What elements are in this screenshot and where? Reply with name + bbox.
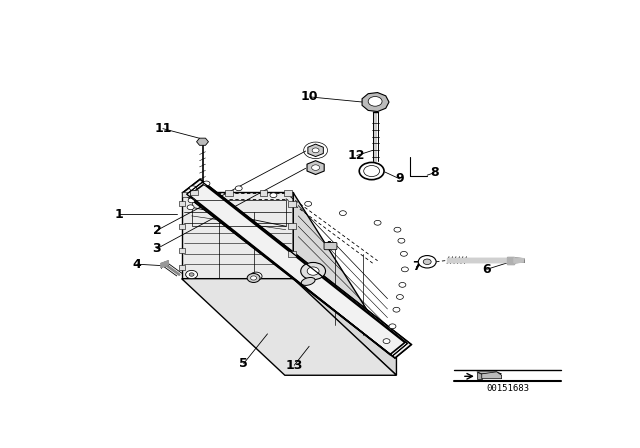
Polygon shape — [182, 193, 293, 279]
Circle shape — [423, 259, 431, 264]
FancyBboxPatch shape — [260, 190, 268, 195]
Circle shape — [307, 267, 319, 275]
Polygon shape — [182, 279, 396, 375]
Circle shape — [389, 324, 396, 329]
Text: 11: 11 — [154, 122, 172, 135]
FancyBboxPatch shape — [288, 224, 296, 229]
Circle shape — [339, 211, 346, 215]
Circle shape — [188, 198, 195, 203]
Text: 00151683: 00151683 — [486, 383, 529, 392]
Circle shape — [305, 202, 312, 206]
FancyBboxPatch shape — [182, 192, 189, 197]
Circle shape — [189, 186, 196, 191]
Circle shape — [398, 238, 405, 243]
Polygon shape — [477, 372, 502, 374]
Circle shape — [270, 193, 277, 198]
Circle shape — [419, 255, 436, 268]
FancyBboxPatch shape — [284, 190, 292, 195]
Circle shape — [312, 165, 319, 170]
Circle shape — [393, 307, 400, 312]
Circle shape — [401, 251, 408, 256]
Polygon shape — [196, 138, 209, 145]
Circle shape — [401, 267, 408, 272]
Polygon shape — [477, 372, 482, 379]
Polygon shape — [482, 372, 502, 379]
Polygon shape — [447, 258, 507, 263]
FancyBboxPatch shape — [225, 190, 233, 195]
FancyBboxPatch shape — [179, 202, 185, 206]
Polygon shape — [362, 93, 389, 112]
Text: 6: 6 — [483, 263, 491, 276]
FancyBboxPatch shape — [324, 242, 337, 250]
Text: 8: 8 — [430, 166, 438, 179]
Circle shape — [186, 271, 198, 279]
Circle shape — [247, 273, 260, 283]
Circle shape — [203, 181, 210, 186]
Circle shape — [374, 220, 381, 225]
Ellipse shape — [301, 277, 315, 285]
Polygon shape — [182, 179, 412, 358]
Text: 12: 12 — [348, 149, 365, 162]
Circle shape — [251, 276, 257, 280]
Polygon shape — [307, 161, 324, 174]
Circle shape — [253, 275, 259, 278]
Circle shape — [394, 227, 401, 232]
FancyBboxPatch shape — [179, 265, 185, 270]
FancyBboxPatch shape — [288, 251, 296, 257]
Text: 3: 3 — [152, 242, 161, 255]
Text: 9: 9 — [396, 172, 404, 185]
Polygon shape — [507, 257, 514, 264]
Circle shape — [301, 263, 326, 280]
Text: 4: 4 — [324, 241, 332, 254]
Circle shape — [236, 186, 242, 191]
Polygon shape — [514, 258, 524, 263]
Circle shape — [250, 272, 262, 280]
Text: 7: 7 — [412, 260, 420, 273]
FancyBboxPatch shape — [288, 201, 296, 207]
Circle shape — [312, 148, 319, 153]
Circle shape — [189, 273, 194, 276]
Circle shape — [368, 96, 382, 106]
Text: 2: 2 — [152, 224, 161, 237]
Polygon shape — [293, 193, 396, 375]
Text: 10: 10 — [301, 90, 318, 103]
Polygon shape — [182, 179, 412, 358]
Circle shape — [399, 283, 406, 287]
Polygon shape — [308, 144, 323, 156]
FancyBboxPatch shape — [179, 224, 185, 228]
Circle shape — [396, 294, 403, 299]
Circle shape — [187, 205, 194, 210]
Polygon shape — [161, 261, 168, 267]
Text: 4: 4 — [132, 258, 141, 271]
Text: 5: 5 — [239, 357, 248, 370]
Text: 13: 13 — [285, 359, 303, 372]
FancyBboxPatch shape — [179, 248, 185, 253]
Circle shape — [383, 339, 390, 344]
Text: 1: 1 — [115, 208, 123, 221]
FancyBboxPatch shape — [190, 190, 198, 195]
